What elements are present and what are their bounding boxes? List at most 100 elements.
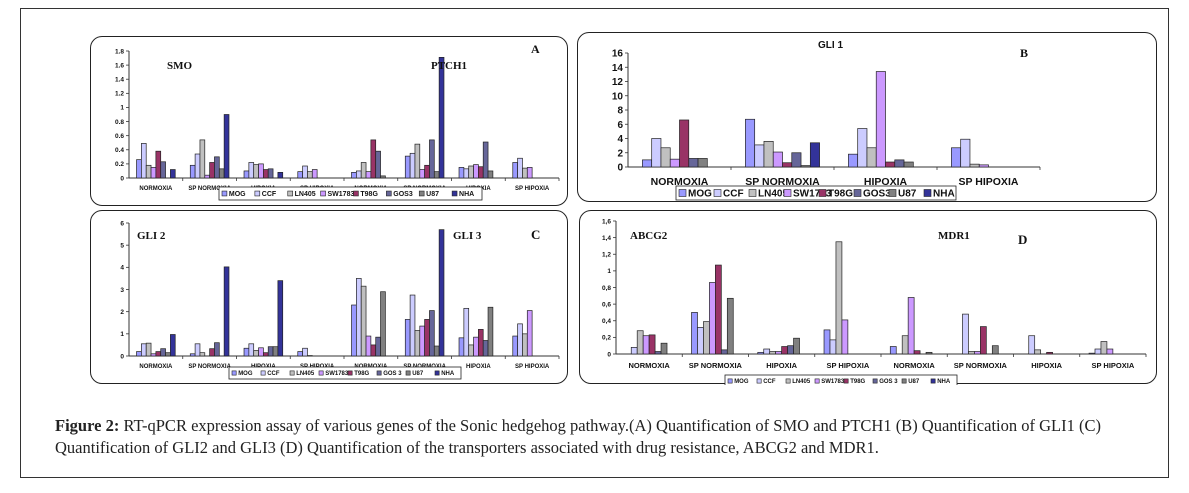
- legend-swatch: [451, 190, 458, 197]
- panel-c: 0 1 2 3 4 5 6 NORMOXIA SP NORMOXIA HIPOXIA SP HIPO…: [90, 210, 568, 384]
- bar-ln405: [199, 139, 206, 179]
- legend-box: [218, 186, 483, 201]
- y-tick-label: 2: [120, 309, 124, 316]
- bar-mog: [243, 347, 250, 357]
- bar-t98g: [155, 351, 162, 357]
- bar-gos3: [654, 351, 662, 355]
- legend-entry: LN405: [792, 379, 811, 385]
- bar-ln405: [763, 140, 774, 168]
- bar-sw1783: [419, 169, 425, 179]
- y-tick-label: 14: [612, 63, 624, 74]
- bar-ln405: [145, 164, 152, 179]
- legend-entry: U87: [908, 379, 920, 385]
- bar-mog: [189, 353, 196, 357]
- legend-swatch: [814, 378, 820, 384]
- bar-mog: [189, 164, 196, 179]
- legend-entry: SW1783: [328, 191, 355, 198]
- bar-mog: [458, 337, 465, 357]
- legend-entry: GOS3: [393, 191, 413, 198]
- bar-sw1783: [907, 297, 915, 355]
- bar-t98g: [1046, 351, 1053, 355]
- bar-ccf: [763, 348, 771, 355]
- bar-ccf: [302, 165, 308, 179]
- chart-d: 0 0,2 0,4 0,6 0,8 1 1,2 1,4 1,6 NORMOXIA SP NORMOX…: [602, 218, 1147, 385]
- bar-sw1783: [150, 167, 157, 179]
- legend-entry: LN405: [758, 189, 788, 200]
- x-tick-label: NORMOXIA: [894, 361, 936, 370]
- legend-swatch: [318, 370, 324, 376]
- legend-swatch: [347, 370, 353, 376]
- bar-ccf: [517, 157, 523, 179]
- legend-swatch: [260, 370, 266, 376]
- bar-ccf: [651, 138, 662, 168]
- bar-t98g: [679, 119, 690, 168]
- caption-label: Figure 2:: [55, 416, 120, 435]
- legend-swatch: [231, 370, 237, 376]
- bar-mog: [512, 335, 518, 357]
- x-tick-label: NORMOXIA: [139, 186, 173, 192]
- legend-entry: SW1783: [793, 189, 832, 200]
- legend-swatch: [843, 378, 849, 384]
- bar-u87: [433, 171, 440, 179]
- bar-sw1783: [150, 353, 157, 357]
- bar-ccf: [630, 347, 638, 355]
- bar-nha: [170, 334, 176, 357]
- legend-entry: NHA: [937, 379, 951, 385]
- y-tick-label: 6: [120, 220, 124, 227]
- bar-ccf: [697, 327, 704, 355]
- bar-t98g: [424, 164, 430, 179]
- legend-entry: GOS 3: [879, 379, 898, 385]
- bar-sw1783: [419, 325, 425, 357]
- bar-ccf: [194, 153, 201, 179]
- legend-entry: MOG: [734, 379, 749, 385]
- bar-mog: [458, 167, 465, 179]
- legend-swatch: [727, 378, 733, 384]
- bar-gos3: [214, 342, 220, 357]
- x-tick-label: SP HIPOXIA: [515, 364, 550, 370]
- legend-entry: T98G: [850, 379, 865, 385]
- y-tick-label: 12: [612, 77, 624, 88]
- bar-ccf: [409, 152, 416, 179]
- bar-u87: [487, 306, 494, 357]
- bar-sw1783: [473, 164, 479, 179]
- bar-nha: [277, 172, 284, 179]
- bar-t98g: [155, 150, 162, 179]
- legend-swatch: [287, 190, 293, 197]
- bar-gos3: [482, 141, 489, 179]
- bar-t98g: [781, 346, 788, 355]
- x-tick-label: NORMOXIA: [629, 361, 671, 370]
- bar-gos3: [267, 346, 274, 357]
- legend-swatch: [901, 378, 907, 384]
- legend-entry: GOS3: [863, 189, 891, 200]
- legend-entry: LN405: [296, 371, 315, 377]
- bar-nha: [170, 169, 176, 179]
- y-tick-label: 0: [617, 163, 623, 174]
- chart-title: SMO: [167, 60, 193, 72]
- bar-sw1783: [365, 171, 372, 179]
- legend-entry: NHA: [441, 371, 455, 377]
- panel-a: 0 0.2 0.4 0.6 0.8 1 1.2 1.4 1.6 1.8 NORMOXIA SP NOR…: [90, 36, 568, 206]
- bar-sw1783: [1106, 348, 1114, 355]
- bar-t98g: [370, 139, 377, 179]
- y-tick-label: 4: [617, 134, 623, 145]
- bar-ccf: [248, 343, 255, 357]
- chart-title: ABCG2: [630, 230, 668, 242]
- y-tick-label: 0: [120, 353, 124, 360]
- y-tick-label: 1.6: [115, 62, 124, 69]
- chart-title: GLI 1: [818, 40, 843, 51]
- bar-gos3: [429, 310, 435, 357]
- chart-b: 0 2 4 6 8 10 12 14 16 NORMOXIA SP NORMOXIA HIPOXIA S…: [612, 40, 1041, 201]
- bar-mog: [404, 155, 411, 179]
- y-tick-label: 4: [120, 265, 124, 272]
- bar-ln405: [414, 330, 421, 357]
- bar-sw1783: [841, 319, 849, 355]
- legend-swatch: [221, 190, 228, 197]
- legend-entry: LN405: [295, 191, 316, 198]
- bar-u87: [660, 342, 668, 355]
- bar-t98g: [478, 166, 484, 179]
- bar-t98g: [424, 319, 430, 357]
- chart-title: MDR1: [938, 230, 970, 242]
- legend-swatch: [254, 190, 261, 197]
- bar-t98g: [209, 348, 215, 357]
- legend-entry: U87: [412, 371, 424, 377]
